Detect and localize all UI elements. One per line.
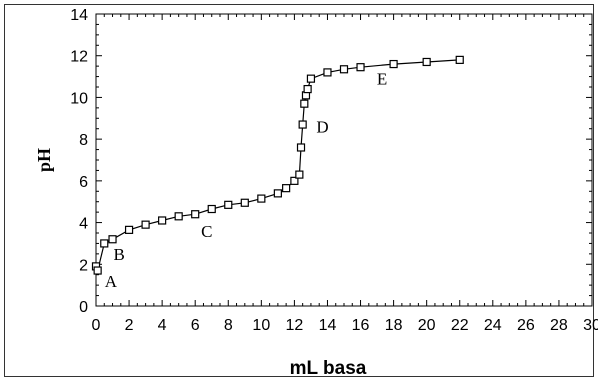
data-point xyxy=(303,84,312,94)
data-point xyxy=(300,99,309,108)
x-tick-label: 22 xyxy=(451,317,469,334)
data-point xyxy=(339,65,349,74)
y-axis-label: pH xyxy=(34,148,54,172)
y-tick-label: 12 xyxy=(70,49,88,66)
data-point xyxy=(295,170,304,179)
data-point xyxy=(108,235,117,244)
y-tick-label: 4 xyxy=(79,216,88,233)
data-point xyxy=(298,120,307,129)
plot-area xyxy=(95,13,593,307)
annotation-b: B xyxy=(113,245,124,264)
annotation-d: D xyxy=(316,118,328,137)
y-tick-label: 6 xyxy=(79,174,88,191)
data-point xyxy=(100,239,109,248)
axis-ticks xyxy=(95,13,593,307)
data-point xyxy=(257,194,266,203)
annotation-c: C xyxy=(201,222,212,241)
x-tick-label: 8 xyxy=(224,317,233,334)
data-point xyxy=(389,59,398,69)
data-point xyxy=(207,204,216,214)
data-point-markers xyxy=(91,55,464,275)
data-point xyxy=(306,74,316,83)
point-annotations: AB C D E xyxy=(105,70,387,291)
data-point xyxy=(356,63,365,72)
data-point xyxy=(93,266,102,275)
data-point xyxy=(158,216,167,225)
x-axis-label: mL basa xyxy=(290,358,367,379)
x-tick-label: 26 xyxy=(517,317,535,334)
annotation-e: E xyxy=(377,70,387,89)
y-tick-label: 0 xyxy=(79,299,88,316)
data-point xyxy=(224,200,233,209)
y-tick-label: 8 xyxy=(79,132,88,149)
data-point xyxy=(124,225,134,234)
x-tick-label: 24 xyxy=(484,317,502,334)
x-tick-label: 28 xyxy=(550,317,568,334)
x-tick-label: 10 xyxy=(252,317,270,334)
x-tick-label: 14 xyxy=(319,317,337,334)
x-tick-label: 6 xyxy=(191,317,200,334)
annotation-a: A xyxy=(105,272,118,291)
x-tick-label: 18 xyxy=(385,317,403,334)
data-point xyxy=(191,210,200,219)
y-tick-label: 10 xyxy=(70,90,88,107)
data-point xyxy=(282,184,291,193)
x-tick-label: 16 xyxy=(352,317,370,334)
x-tick-labels: 0 2 4 6 8 10 12 14 16 18 20 22 24 26 28 30 xyxy=(92,317,598,334)
y-tick-label: 2 xyxy=(79,257,88,274)
data-point xyxy=(323,68,332,77)
data-point xyxy=(174,212,183,221)
x-tick-label: 12 xyxy=(286,317,304,334)
data-point xyxy=(290,176,299,185)
x-tick-label: 0 xyxy=(92,317,101,334)
x-tick-label: 30 xyxy=(583,317,598,334)
data-point xyxy=(455,55,464,64)
data-point xyxy=(422,57,431,67)
y-tick-label: 14 xyxy=(70,7,88,24)
x-tick-label: 2 xyxy=(125,317,134,334)
data-point xyxy=(141,220,150,229)
data-point xyxy=(273,189,282,198)
x-tick-label: 4 xyxy=(158,317,167,334)
data-point xyxy=(296,143,306,152)
y-tick-labels: 0 2 4 6 8 10 12 14 xyxy=(70,7,88,316)
x-tick-label: 20 xyxy=(418,317,436,334)
data-point xyxy=(240,198,249,207)
